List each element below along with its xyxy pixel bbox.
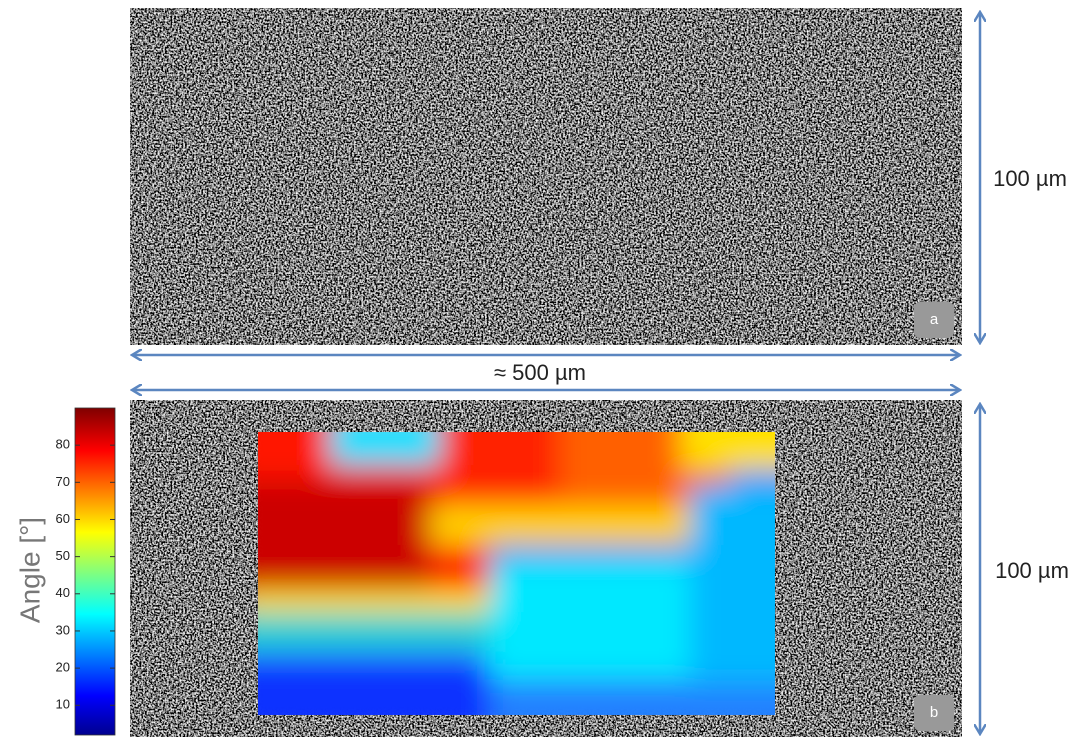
tick-label: 30 [56, 622, 70, 637]
tick-label: 60 [56, 511, 70, 526]
angle-map [230, 400, 810, 738]
tick-label: 80 [56, 437, 70, 452]
colorbar-title: Angle [°] [14, 517, 45, 623]
panel-label: a [930, 311, 939, 328]
height-label: 100 µm [995, 558, 1069, 583]
panel-label: b [930, 704, 938, 721]
figure: a 100 µm ≈ 500 µm b 100 µm Angle [°] 10 2… [0, 0, 1086, 738]
tick-label: 70 [56, 474, 70, 489]
tick-label: 40 [56, 585, 70, 600]
speckle-a [130, 8, 962, 345]
height-label: 100 µm [993, 166, 1067, 191]
colorbar [75, 408, 115, 735]
tick-label: 10 [56, 697, 70, 712]
tick-label: 50 [56, 548, 70, 563]
width-label: ≈ 500 µm [494, 360, 586, 385]
tick-label: 20 [56, 660, 70, 675]
